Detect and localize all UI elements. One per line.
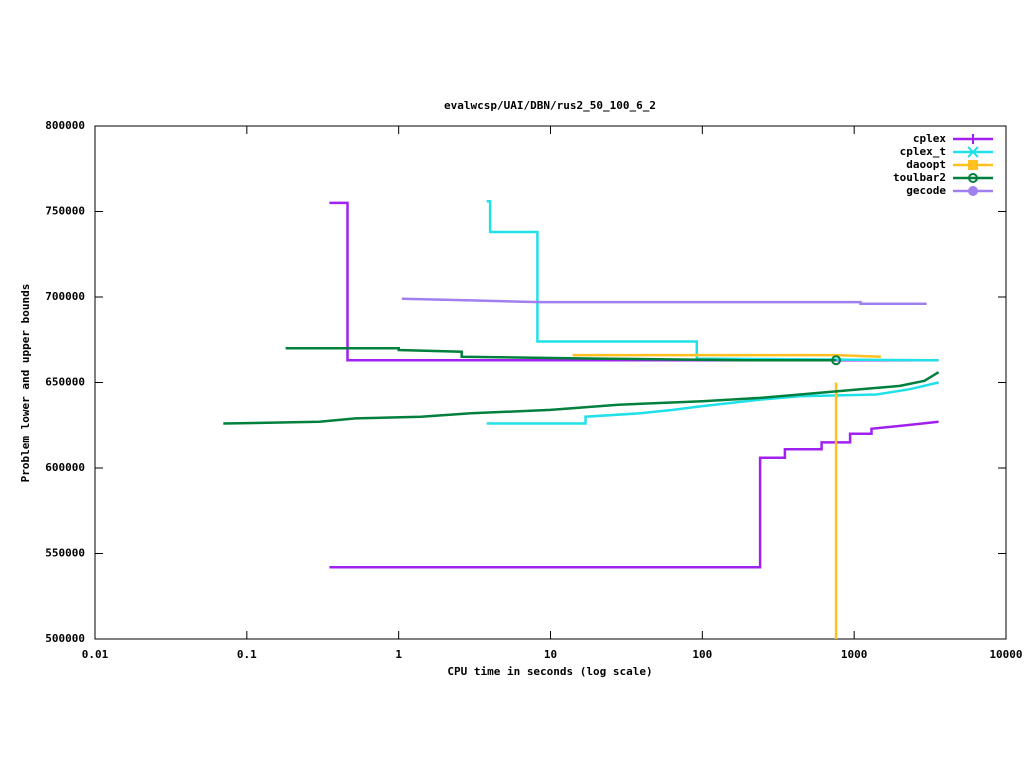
x-tick-label: 100 [692, 648, 712, 661]
legend-label: cplex [913, 132, 946, 145]
series-line [285, 347, 837, 362]
series-line [486, 199, 939, 362]
legend-marker [967, 146, 979, 158]
y-tick-label: 700000 [45, 290, 85, 303]
legend-label: daoopt [906, 158, 946, 171]
x-tick-label: 1 [395, 648, 402, 661]
series-line [329, 201, 939, 362]
legend-marker [968, 160, 978, 170]
x-axis-label: CPU time in seconds (log scale) [447, 665, 652, 678]
y-tick-label: 550000 [45, 547, 85, 560]
series-line [572, 353, 881, 359]
legend-marker [968, 186, 978, 196]
y-tick-label: 500000 [45, 632, 85, 645]
series-line [329, 420, 939, 569]
legend-marker [968, 134, 978, 144]
x-tick-label: 0.1 [237, 648, 257, 661]
y-tick-label: 750000 [45, 205, 85, 218]
x-tick-label: 10000 [989, 648, 1022, 661]
legend-marker [968, 173, 978, 183]
chart-title: evalwcsp/UAI/DBN/rus2_50_100_6_2 [444, 99, 656, 112]
x-tick-label: 0.01 [82, 648, 109, 661]
x-tick-label: 10 [544, 648, 557, 661]
y-axis-label: Problem lower and upper bounds [19, 284, 32, 483]
legend-label: gecode [906, 184, 946, 197]
series-line [486, 381, 939, 425]
y-tick-label: 800000 [45, 119, 85, 132]
legend-label: toulbar2 [893, 171, 946, 184]
x-tick-label: 1000 [841, 648, 868, 661]
y-tick-label: 650000 [45, 376, 85, 389]
series-line [401, 297, 927, 306]
point-marker [831, 355, 842, 366]
legend-label: cplex_t [900, 145, 946, 158]
y-tick-label: 600000 [45, 461, 85, 474]
series-line [223, 371, 940, 425]
plot-frame [94, 125, 1007, 640]
